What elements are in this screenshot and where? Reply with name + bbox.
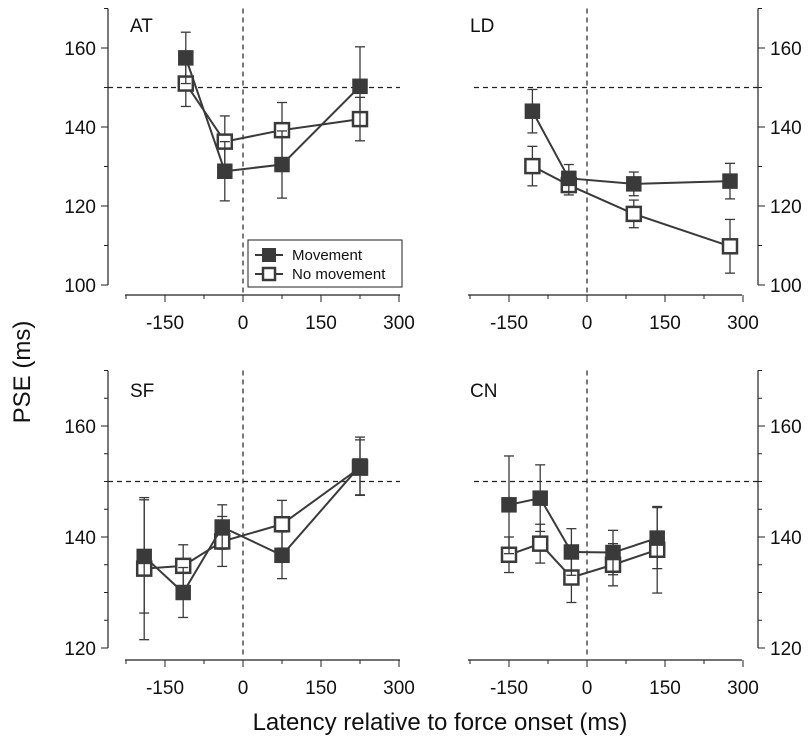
movement-point: [501, 497, 517, 513]
no-movement-series-line: [144, 466, 361, 570]
y-tick-label: 140: [770, 118, 802, 139]
movement-point: [175, 584, 191, 601]
no-movement-point: [531, 535, 549, 552]
movement-point: [605, 544, 621, 561]
panel-label: CN: [470, 381, 497, 402]
x-tick-label: 150: [305, 313, 337, 334]
x-tick-label: 0: [582, 313, 593, 334]
y-tick-label: 140: [770, 528, 802, 549]
movement-point: [563, 544, 580, 560]
movement-point: [352, 78, 368, 95]
y-tick-label: 160: [770, 39, 802, 60]
no-movement-series-line: [508, 542, 658, 579]
movement-series-line: [531, 110, 731, 185]
y-tick-label: 140: [64, 528, 96, 549]
movement-point: [217, 163, 233, 179]
movement-point: [352, 458, 368, 474]
y-tick-label: 120: [770, 197, 802, 218]
panel-at: 100 120 140 160 -150 0 150 300 AT: [64, 8, 415, 334]
movement-point: [274, 547, 290, 564]
panel-label: LD: [470, 16, 494, 37]
x-tick-label: -150: [490, 313, 528, 334]
movement-point: [524, 103, 541, 119]
y-tick-label: 140: [64, 118, 96, 139]
movement-point: [722, 173, 738, 189]
panel-label: SF: [130, 381, 154, 402]
movement-point: [214, 519, 230, 535]
x-tick-label: 0: [238, 678, 249, 699]
y-tick-label: 160: [64, 417, 96, 438]
no-movement-series-line: [531, 165, 731, 248]
x-tick-label: 300: [727, 678, 759, 699]
legend: Movement No movement: [247, 239, 403, 288]
y-axis-title: PSE (ms): [9, 321, 36, 424]
panel-ld: 100 120 140 160 -150 0 150 300 LD: [468, 8, 802, 334]
x-axis-title: Latency relative to force onset (ms): [253, 709, 628, 736]
x-tick-label: -150: [490, 678, 528, 699]
legend-no-movement-marker: [261, 266, 277, 282]
movement-point: [561, 170, 577, 187]
no-movement-point: [721, 238, 739, 255]
movement-point: [178, 50, 194, 66]
y-tick-label: 160: [64, 39, 96, 60]
x-tick-label: 300: [727, 313, 759, 334]
legend-no-movement-label: No movement: [292, 266, 386, 283]
panel-cn: 120 140 160 -150 0 150 300 CN: [468, 370, 802, 699]
y-tick-label: 160: [770, 417, 802, 438]
no-movement-point: [273, 515, 291, 533]
legend-movement-label: Movement: [292, 247, 363, 264]
movement-series-line: [184, 57, 361, 173]
movement-point: [649, 530, 665, 546]
movement-point: [274, 156, 290, 173]
y-tick-label: 120: [770, 639, 802, 660]
y-tick-label: 100: [770, 276, 802, 297]
panel-sf: 120 140 160 -150 0 150 300 SF: [64, 370, 415, 699]
movement-point: [532, 490, 548, 506]
no-movement-point: [524, 157, 541, 175]
y-tick-label: 120: [64, 197, 96, 218]
x-tick-label: 300: [383, 313, 415, 334]
x-tick-label: 150: [305, 678, 337, 699]
movement-point: [626, 176, 642, 192]
panel-label: AT: [130, 16, 153, 37]
movement-series-line: [508, 497, 658, 554]
x-tick-label: 150: [649, 313, 681, 334]
x-tick-label: 0: [582, 678, 593, 699]
x-tick-label: 300: [383, 678, 415, 699]
legend-movement-marker: [262, 248, 276, 262]
y-tick-label: 120: [64, 639, 96, 660]
x-tick-label: 0: [238, 313, 249, 334]
y-tick-label: 100: [64, 276, 96, 297]
no-movement-point: [625, 205, 643, 223]
x-tick-label: -150: [146, 678, 184, 699]
x-tick-label: -150: [146, 313, 184, 334]
x-tick-label: 150: [649, 678, 681, 699]
movement-point: [136, 548, 152, 565]
